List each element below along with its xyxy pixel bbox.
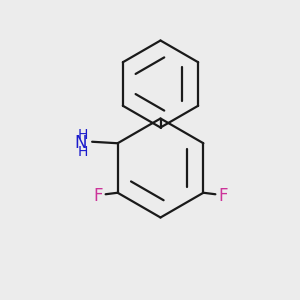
Text: H: H [78,128,88,142]
Text: F: F [93,187,103,205]
Text: N: N [74,134,86,152]
Text: H: H [78,145,88,159]
Text: F: F [218,187,228,205]
